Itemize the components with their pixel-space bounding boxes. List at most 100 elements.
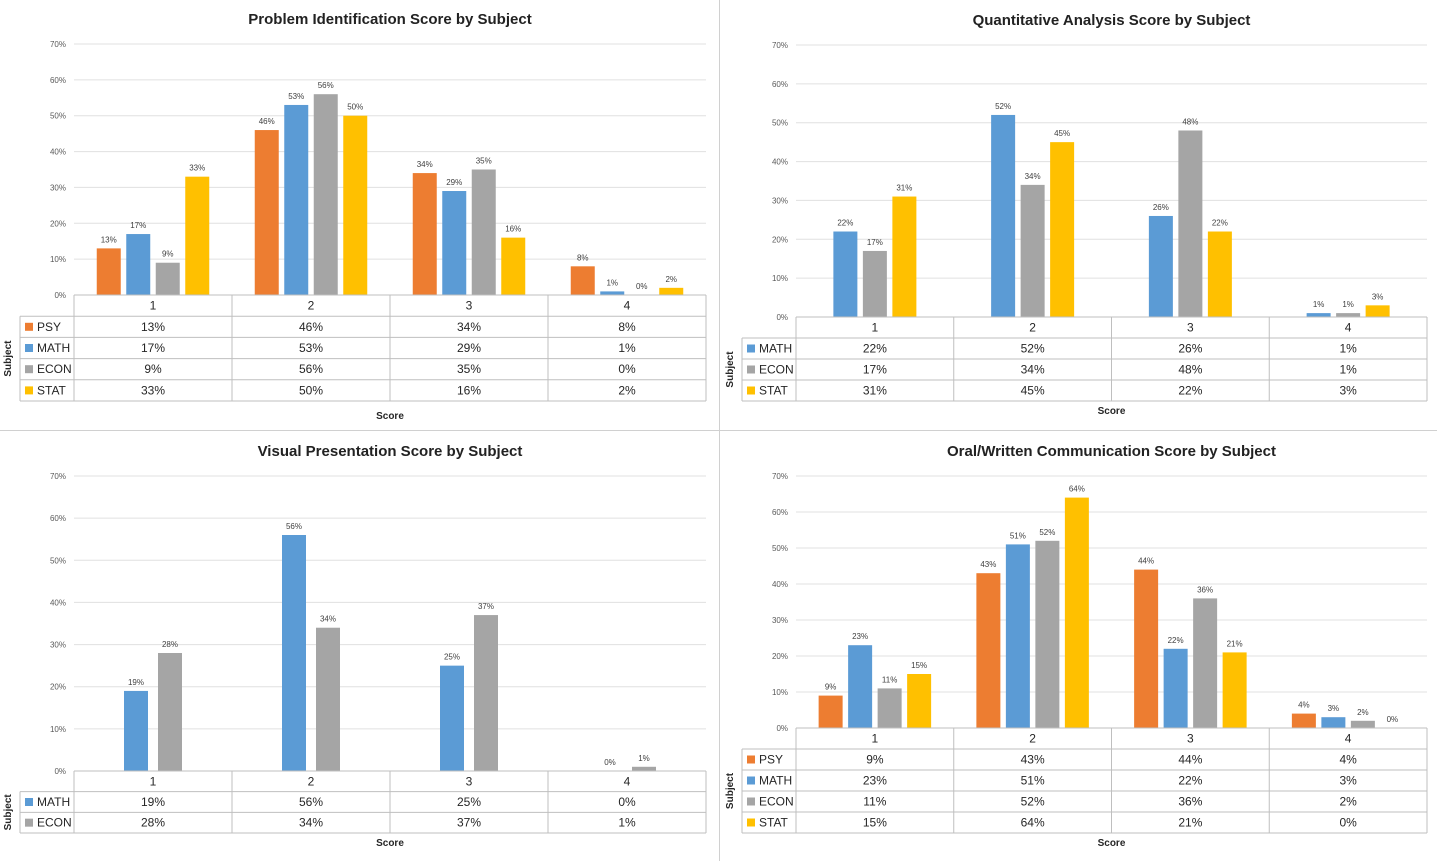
bar-math-2 [1005, 544, 1030, 728]
y-axis-title: Subject [3, 340, 14, 377]
y-tick-label: 10% [50, 725, 66, 734]
bar-econ-4 [1350, 720, 1375, 728]
legend-key-psy [747, 755, 755, 764]
table-cell: 64% [1021, 816, 1045, 830]
table-cell: 45% [1021, 384, 1045, 398]
y-tick-label: 60% [772, 80, 788, 89]
y-tick-label: 60% [50, 514, 66, 523]
y-tick-label: 20% [772, 235, 788, 244]
data-label: 31% [896, 184, 912, 193]
data-label: 13% [101, 235, 117, 244]
data-label: 43% [980, 560, 996, 569]
bar-math-3 [1163, 648, 1188, 728]
legend-label: ECON [37, 816, 72, 830]
table-cell: 9% [144, 362, 162, 376]
bar-math-4 [1306, 313, 1331, 317]
legend-key-stat [747, 386, 755, 395]
bar-math-4 [600, 291, 625, 295]
legend-key-psy [25, 322, 33, 331]
data-label: 3% [1372, 292, 1384, 301]
y-tick-label: 70% [50, 472, 66, 481]
legend-key-econ [747, 797, 755, 806]
table-cell: 0% [1339, 816, 1357, 830]
data-label: 22% [1212, 219, 1228, 228]
bar-stat-3 [501, 237, 526, 295]
legend-key-econ [747, 365, 755, 374]
y-tick-label: 30% [50, 641, 66, 650]
y-tick-label: 60% [50, 76, 66, 85]
bar-math-4 [1321, 717, 1346, 728]
table-cell: 52% [1021, 795, 1045, 809]
table-cell: 1% [618, 816, 636, 830]
legend-key-math [25, 344, 33, 352]
y-tick-label: 40% [50, 148, 66, 157]
bar-stat-1 [185, 176, 210, 295]
data-label: 46% [259, 117, 275, 126]
table-cell: 37% [457, 816, 481, 830]
table-cell: 1% [1339, 363, 1357, 377]
table-cell: 43% [1021, 753, 1045, 767]
y-tick-label: 70% [772, 472, 788, 481]
data-label: 23% [852, 632, 868, 641]
data-label: 17% [130, 221, 146, 230]
bar-stat-3 [1207, 231, 1232, 317]
y-tick-label: 10% [50, 255, 66, 264]
legend-key-math [25, 798, 33, 806]
table-cell: 31% [863, 384, 887, 398]
table-cell: 51% [1021, 774, 1045, 788]
bar-psy-2 [976, 573, 1001, 728]
data-label: 34% [1025, 172, 1041, 181]
y-tick-label: 70% [50, 40, 66, 49]
x-tick-label: 3 [466, 299, 473, 313]
y-tick-label: 0% [54, 291, 66, 300]
data-label: 44% [1138, 557, 1154, 566]
table-cell: 22% [1178, 774, 1202, 788]
table-cell: 44% [1178, 753, 1202, 767]
bar-stat-2 [343, 115, 368, 295]
table-cell: 50% [299, 383, 323, 397]
y-tick-label: 30% [772, 196, 788, 205]
data-label: 17% [867, 238, 883, 247]
bar-econ-1 [877, 688, 902, 728]
legend-label: MATH [37, 795, 70, 809]
data-label: 36% [1197, 585, 1213, 594]
table-cell: 36% [1178, 795, 1202, 809]
y-tick-label: 50% [772, 119, 788, 128]
y-tick-label: 0% [776, 724, 788, 733]
bar-math-1 [126, 234, 151, 295]
data-label: 48% [1182, 117, 1198, 126]
bar-stat-4 [1365, 305, 1390, 317]
bar-econ-2 [1035, 540, 1060, 728]
bar-econ-2 [316, 627, 340, 771]
chart-title: Oral/Written Communication Score by Subj… [947, 443, 1276, 460]
legend-label: STAT [37, 383, 67, 397]
x-tick-label: 1 [150, 299, 157, 313]
chart-panel-problem-identification: Problem Identification Score by Subject 0… [0, 0, 719, 430]
x-tick-label: 1 [872, 321, 879, 335]
table-cell: 48% [1178, 363, 1202, 377]
table-cell: 9% [866, 753, 884, 767]
x-tick-label: 3 [1187, 732, 1194, 746]
data-label: 51% [1010, 531, 1026, 540]
legend-label: STAT [759, 384, 789, 398]
panel-divider-horizontal [0, 430, 1437, 431]
y-tick-label: 0% [54, 767, 66, 776]
x-tick-label: 2 [308, 299, 315, 313]
bar-econ-2 [1020, 184, 1045, 317]
table-cell: 2% [1339, 795, 1357, 809]
table-cell: 52% [1021, 342, 1045, 356]
y-tick-label: 10% [772, 688, 788, 697]
bar-math-2 [282, 535, 306, 771]
y-tick-label: 30% [50, 183, 66, 192]
legend-key-stat [747, 818, 755, 827]
bar-psy-1 [818, 695, 843, 728]
table-cell: 34% [1021, 363, 1045, 377]
table-cell: 11% [863, 795, 886, 809]
bar-econ-4 [1336, 313, 1361, 317]
legend-key-econ [25, 365, 33, 374]
legend-key-math [747, 344, 755, 353]
data-label: 19% [128, 678, 144, 687]
table-cell: 33% [141, 383, 165, 397]
bar-math-1 [124, 690, 148, 771]
bar-econ-3 [474, 615, 498, 771]
